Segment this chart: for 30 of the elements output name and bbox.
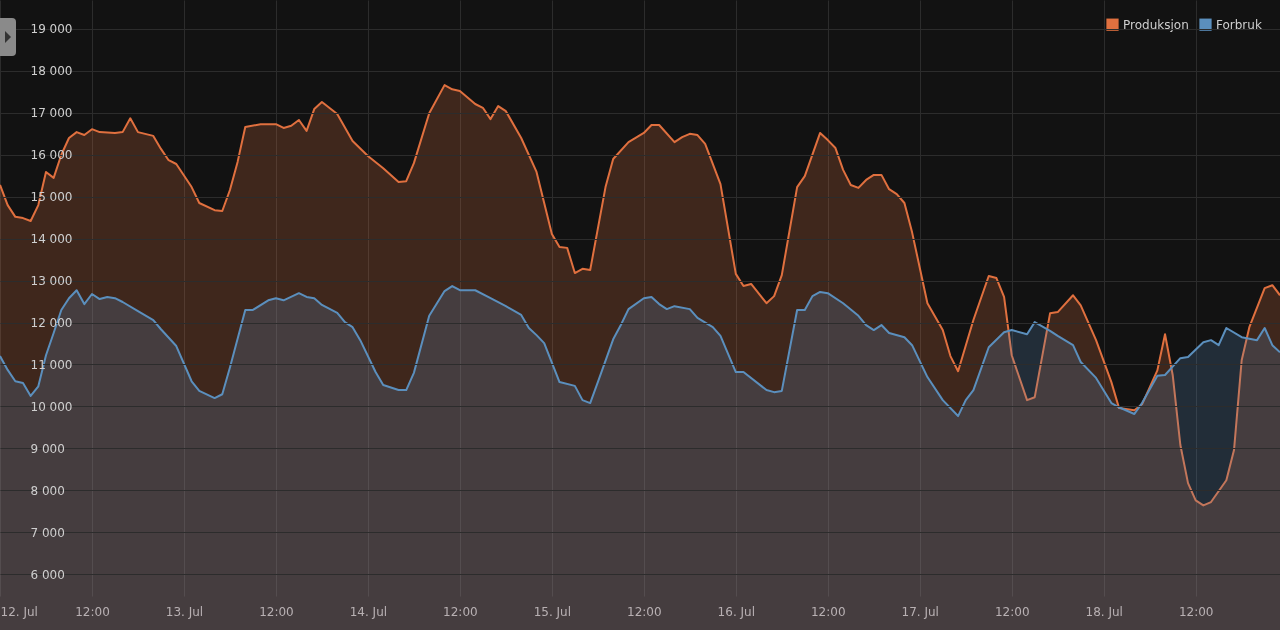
y-tick-label: 14 000: [30, 232, 73, 247]
x-tick-label: 18. Jul: [1085, 604, 1123, 619]
x-tick-label: 12. Jul: [0, 604, 38, 619]
x-tick-label: 12:00: [627, 604, 662, 619]
y-tick-label: 10 000: [30, 399, 73, 414]
x-tick-label: 16. Jul: [717, 604, 755, 619]
x-tick-label: 12:00: [994, 604, 1030, 619]
x-tick-label: 12:00: [75, 604, 110, 619]
x-tick-label: 13. Jul: [165, 604, 204, 619]
y-tick-label: 16 000: [30, 148, 73, 163]
legend-label: Produksjon: [1123, 17, 1189, 32]
y-tick-label: 6 000: [30, 567, 65, 582]
y-tick-label: 13 000: [30, 274, 73, 289]
y-tick-label: 17 000: [30, 106, 73, 121]
y-tick-label: 9 000: [30, 441, 65, 456]
x-tick-label: 12:00: [259, 604, 294, 619]
x-tick-label: 14. Jul: [349, 604, 388, 619]
y-tick-label: 7 000: [30, 525, 65, 540]
legend-label: Forbruk: [1216, 17, 1262, 32]
y-tick-label: 18 000: [30, 64, 73, 79]
y-tick-label: 11 000: [30, 357, 73, 372]
x-tick-label: 17. Jul: [901, 604, 939, 619]
y-tick-label: 15 000: [30, 190, 73, 205]
y-tick-label: 19 000: [30, 22, 73, 37]
x-tick-label: 12:00: [443, 604, 478, 619]
x-tick-label: 15. Jul: [533, 604, 572, 619]
x-tick-label: 12:00: [810, 604, 846, 619]
y-tick-label: 12 000: [30, 316, 73, 331]
x-tick-label: 12:00: [1178, 604, 1214, 619]
y-tick-label: 8 000: [30, 483, 65, 498]
